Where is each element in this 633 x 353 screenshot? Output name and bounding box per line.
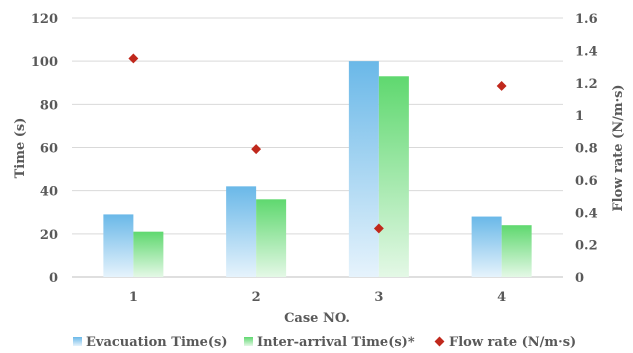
legend-swatch-evacuation [73, 337, 82, 346]
legend-label-evacuation: Evacuation Time(s) [86, 335, 228, 350]
y2-tick-label: 0 [575, 271, 584, 286]
y-tick-label: 120 [31, 12, 58, 27]
right-axis-ticks: 0 0.2 0.4 0.6 0.8 1 1.2 1.4 1.6 [575, 12, 598, 286]
y2-tick-label: 1.4 [575, 44, 598, 59]
y-tick-label: 40 [40, 185, 58, 200]
evacuation-bar [226, 186, 257, 277]
y-tick-label: 0 [49, 271, 58, 286]
y-tick-label: 60 [40, 142, 58, 157]
inter-arrival-bar [378, 76, 409, 278]
inter-arrival-bar [256, 199, 287, 277]
inter-arrival-bar [501, 225, 532, 277]
y2-tick-label: 0.2 [575, 239, 598, 254]
left-axis-ticks: 0 20 40 60 80 100 120 [31, 12, 58, 286]
flow-rate-points [128, 53, 507, 234]
evacuation-bar [348, 61, 379, 277]
x-axis-title: Case NO. [284, 311, 350, 326]
legend: Evacuation Time(s) Inter-arrival Time(s)… [73, 335, 576, 350]
y2-axis-title: Flow rate (N/m·s) [611, 84, 626, 211]
inter-arrival-bar [133, 231, 164, 277]
x-tick-label: 4 [497, 290, 506, 305]
x-tick-label: 1 [129, 290, 138, 305]
legend-marker-flow-rate [434, 336, 445, 347]
bars [103, 61, 532, 278]
y-axis-title: Time (s) [13, 118, 28, 179]
legend-label-flow-rate: Flow rate (N/m·s) [449, 335, 576, 350]
y-tick-label: 100 [31, 55, 58, 70]
x-tick-label: 2 [252, 290, 261, 305]
legend-item-flow-rate: Flow rate (N/m·s) [434, 335, 576, 350]
legend-item-evacuation: Evacuation Time(s) [73, 335, 228, 350]
flow-rate-point [251, 144, 262, 155]
legend-label-inter-arrival: Inter-arrival Time(s)* [257, 335, 415, 350]
y-tick-label: 80 [40, 98, 58, 113]
y2-tick-label: 0.6 [575, 174, 598, 189]
y2-tick-label: 1.6 [575, 12, 598, 27]
y2-tick-label: 0.4 [575, 206, 598, 221]
legend-item-inter-arrival: Inter-arrival Time(s)* [244, 335, 415, 350]
flow-rate-point [128, 53, 139, 64]
evacuation-bar [103, 214, 134, 277]
y2-tick-label: 0.8 [575, 142, 598, 157]
evacuation-bar [471, 216, 502, 277]
x-tick-label: 3 [374, 290, 383, 305]
x-axis-ticks: 1 2 3 4 [129, 290, 506, 305]
y2-tick-label: 1.2 [575, 77, 598, 92]
y-tick-label: 20 [40, 228, 58, 243]
flow-rate-point [373, 223, 384, 234]
y2-tick-label: 1 [575, 109, 584, 124]
flow-rate-point [496, 81, 507, 91]
legend-swatch-inter-arrival [244, 337, 253, 346]
